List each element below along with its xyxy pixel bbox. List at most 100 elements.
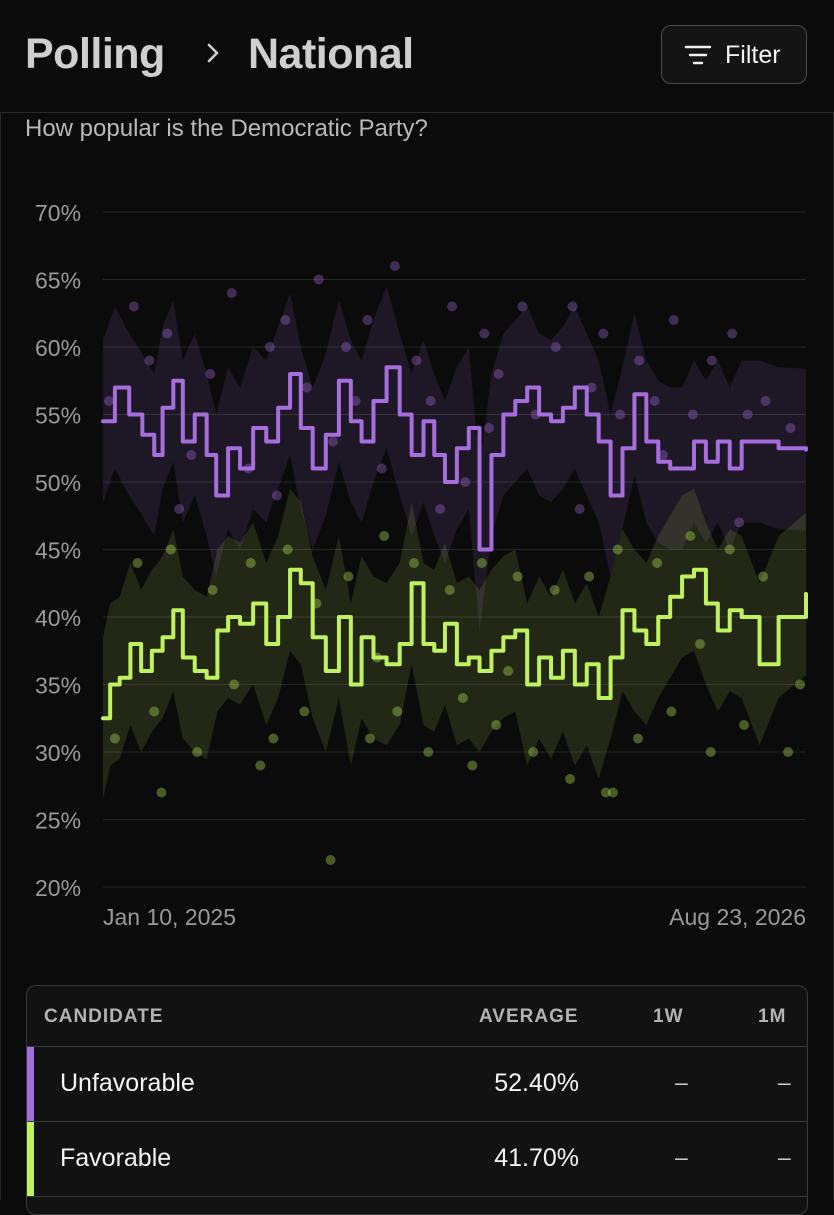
poll-point: [457, 693, 468, 703]
row-1w: –: [675, 1069, 688, 1095]
poll-point: [785, 423, 796, 433]
poll-point: [128, 301, 139, 312]
table-row-unfavorable[interactable]: Unfavorable 52.40% – –: [27, 1047, 807, 1122]
poll-point: [280, 315, 291, 325]
table-row-favorable[interactable]: Favorable 41.70% – –: [27, 1122, 807, 1197]
poll-point: [376, 463, 387, 474]
poll-point: [649, 396, 660, 406]
row-1m: –: [778, 1144, 791, 1170]
averages-table: CANDIDATE AVERAGE 1W 1M Unfavorable 52.4…: [26, 985, 808, 1215]
y-tick-label: 25%: [35, 808, 81, 834]
poll-point: [408, 558, 419, 568]
poll-point: [207, 585, 218, 595]
breadcrumb-polling[interactable]: Polling: [25, 30, 165, 78]
poll-point: [706, 355, 717, 366]
header-1w[interactable]: 1W: [653, 1006, 684, 1027]
y-tick-label: 55%: [35, 403, 81, 429]
series-color-bar: [27, 1122, 34, 1196]
poll-point: [447, 301, 458, 312]
poll-point: [668, 315, 679, 325]
series-line-unfavorable: [101, 365, 808, 552]
y-tick-label: 40%: [35, 605, 81, 631]
poll-point: [493, 369, 504, 379]
row-name: Favorable: [60, 1144, 172, 1172]
poll-point: [758, 571, 769, 582]
x-tick-label: Jan 10, 2025: [103, 904, 236, 930]
poll-point: [301, 382, 312, 393]
poll-point: [460, 477, 471, 487]
poll-point: [512, 571, 523, 582]
y-tick-label: 65%: [35, 268, 81, 294]
poll-point: [742, 409, 753, 420]
poll-point: [760, 396, 771, 406]
chart-subtitle: How popular is the Democratic Party?: [25, 115, 428, 142]
poll-point: [658, 450, 669, 460]
poll-point: [165, 544, 176, 555]
uncertainty-band: [103, 286, 806, 631]
poll-point: [149, 706, 160, 717]
poll-point: [156, 787, 167, 798]
poll-point: [268, 733, 279, 744]
table-header: CANDIDATE AVERAGE 1W 1M: [27, 986, 807, 1047]
y-tick-label: 70%: [35, 200, 81, 226]
x-tick-label: Aug 23, 2026: [669, 904, 806, 930]
page-header: Polling National Filter: [0, 0, 834, 113]
filter-icon: [684, 45, 712, 65]
poll-point: [467, 760, 478, 771]
row-average: 41.70%: [494, 1144, 579, 1172]
poll-point: [350, 396, 361, 406]
poll-point: [282, 544, 293, 555]
series-color-bar: [27, 1047, 34, 1121]
y-tick-label: 35%: [35, 673, 81, 699]
y-tick-label: 30%: [35, 740, 81, 766]
poll-point: [600, 787, 611, 798]
poll-point: [586, 382, 597, 393]
poll-point: [425, 396, 436, 406]
poll-point: [517, 301, 528, 312]
poll-point: [162, 328, 173, 339]
poll-point: [255, 760, 266, 771]
poll-point: [550, 342, 561, 352]
poll-point: [476, 558, 487, 568]
poll-point: [435, 504, 446, 514]
poll-point: [727, 328, 738, 339]
poll-point: [299, 706, 310, 717]
y-tick-label: 45%: [35, 538, 81, 564]
poll-point: [186, 450, 197, 460]
poll-point: [549, 585, 560, 595]
chevron-right-icon: [207, 43, 219, 63]
poll-point: [484, 423, 495, 433]
poll-point: [734, 517, 745, 528]
poll-point: [264, 342, 275, 352]
polling-chart[interactable]: 70% 65% 60% 55% 50% 45% 40% 35% 30% 25% 20% Jan 10,…: [0, 180, 834, 940]
row-1w: –: [675, 1144, 688, 1170]
filter-button[interactable]: Filter: [661, 25, 807, 84]
poll-point: [245, 558, 256, 568]
header-1m[interactable]: 1M: [758, 1006, 787, 1027]
poll-point: [109, 733, 120, 744]
breadcrumb-national: National: [248, 30, 414, 78]
filter-label: Filter: [725, 41, 781, 69]
poll-point: [694, 639, 705, 649]
poll-point: [598, 328, 609, 339]
poll-point: [103, 396, 114, 406]
header-candidate[interactable]: CANDIDATE: [44, 1006, 164, 1027]
poll-point: [503, 666, 514, 676]
poll-point: [343, 571, 354, 582]
poll-point: [634, 355, 645, 366]
poll-point: [652, 558, 663, 568]
poll-point: [612, 544, 623, 555]
poll-point: [205, 369, 216, 379]
poll-point: [132, 558, 143, 568]
row-average: 52.40%: [494, 1069, 579, 1097]
poll-point: [389, 261, 400, 271]
poll-point: [705, 747, 716, 757]
y-tick-label: 20%: [35, 875, 81, 901]
poll-point: [567, 301, 578, 312]
poll-point: [362, 315, 373, 325]
header-average[interactable]: AVERAGE: [479, 1006, 579, 1027]
row-1m: –: [778, 1069, 791, 1095]
poll-point: [574, 504, 585, 514]
poll-point: [615, 409, 626, 420]
poll-point: [444, 585, 455, 595]
